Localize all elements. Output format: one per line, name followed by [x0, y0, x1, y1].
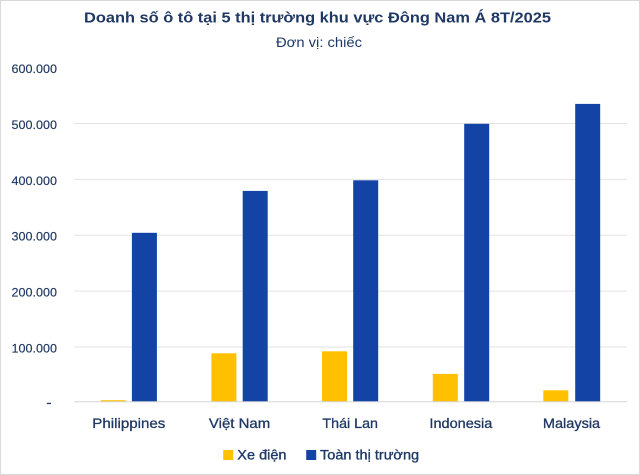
svg-text:Thái Lan: Thái Lan [322, 415, 378, 431]
svg-text:400.000: 400.000 [12, 174, 58, 188]
svg-text:Malaysia: Malaysia [543, 415, 601, 431]
svg-text:600.000: 600.000 [12, 62, 58, 76]
svg-text:Đơn vị: chiếc: Đơn vị: chiếc [276, 34, 362, 50]
svg-text:Indonesia: Indonesia [429, 415, 492, 431]
svg-text:300.000: 300.000 [12, 230, 58, 244]
svg-text:Philippines: Philippines [92, 415, 165, 431]
svg-text:Xe điện: Xe điện [237, 446, 286, 462]
svg-text:Toàn thị trường: Toàn thị trường [320, 446, 419, 462]
svg-text:500.000: 500.000 [12, 118, 58, 132]
svg-text:200.000: 200.000 [12, 286, 58, 300]
svg-text:Doanh số ô tô tại 5 thị trường: Doanh số ô tô tại 5 thị trường khu vực Đ… [84, 9, 551, 26]
svg-text:100.000: 100.000 [12, 342, 58, 356]
svg-text:Việt Nam: Việt Nam [209, 415, 270, 431]
